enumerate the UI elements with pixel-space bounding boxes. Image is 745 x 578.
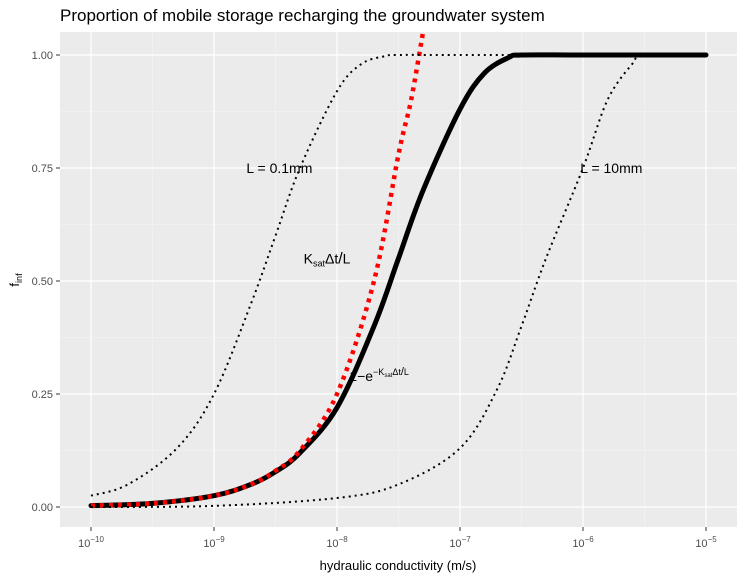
x-tick-label: 10−8 [326, 535, 348, 550]
x-tick-exponent: −6 [585, 535, 595, 544]
chart-title: Proportion of mobile storage recharging … [60, 6, 545, 25]
x-tick-label: 10−5 [695, 535, 717, 550]
y-axis-title: finf [7, 273, 24, 287]
annotation-red: KsatΔt/L [304, 250, 351, 268]
y-tick-label: 0.25 [32, 389, 53, 401]
y-tick-label: 1.00 [32, 50, 53, 62]
series-layer [88, 32, 709, 509]
x-tick-label: 10−9 [203, 535, 225, 550]
x-tick-base: 10 [78, 538, 90, 550]
annotation-l01: L = 0.1mm [246, 160, 312, 176]
x-tick-exponent: −7 [462, 535, 472, 544]
y-axis-ticks: 0.00 0.25 0.50 0.75 1.00 [32, 50, 60, 514]
x-tick-exponent: −9 [216, 535, 226, 544]
x-axis-ticks: 10−10 10−9 10−8 10−7 10−6 10−5 [78, 527, 717, 550]
grid-minor [60, 32, 737, 527]
y-tick-label: 0.75 [32, 163, 53, 175]
x-tick-label: 10−6 [572, 535, 594, 550]
x-tick-base: 10 [203, 538, 215, 550]
y-axis-title-sub: inf [14, 273, 24, 283]
x-tick-base: 10 [695, 538, 707, 550]
x-tick-base: 10 [326, 538, 338, 550]
series-line-3 [90, 53, 706, 497]
series-line-2 [90, 32, 426, 508]
x-axis-title: hydraulic conductivity (m/s) [320, 558, 477, 573]
annotation-black: 1−e−KsatΔt/L [349, 366, 409, 384]
y-axis-title-base: f [7, 283, 22, 287]
x-tick-label: 10−7 [449, 535, 471, 550]
y-tick-label: 0.00 [32, 502, 53, 514]
x-tick-base: 10 [572, 538, 584, 550]
y-tick-label: 0.50 [32, 276, 53, 288]
annotation-layer: L = 0.1mm L = 10mm KsatΔt/L 1−e−KsatΔt/L [246, 160, 642, 384]
x-tick-exponent: −5 [708, 535, 718, 544]
x-tick-exponent: −8 [339, 535, 349, 544]
annotation-l10: L = 10mm [580, 160, 642, 176]
x-tick-label: 10−10 [78, 535, 104, 550]
series-line-1 [88, 52, 709, 509]
x-tick-exponent: −10 [90, 535, 104, 544]
series-line-4 [90, 53, 707, 508]
x-tick-base: 10 [449, 538, 461, 550]
